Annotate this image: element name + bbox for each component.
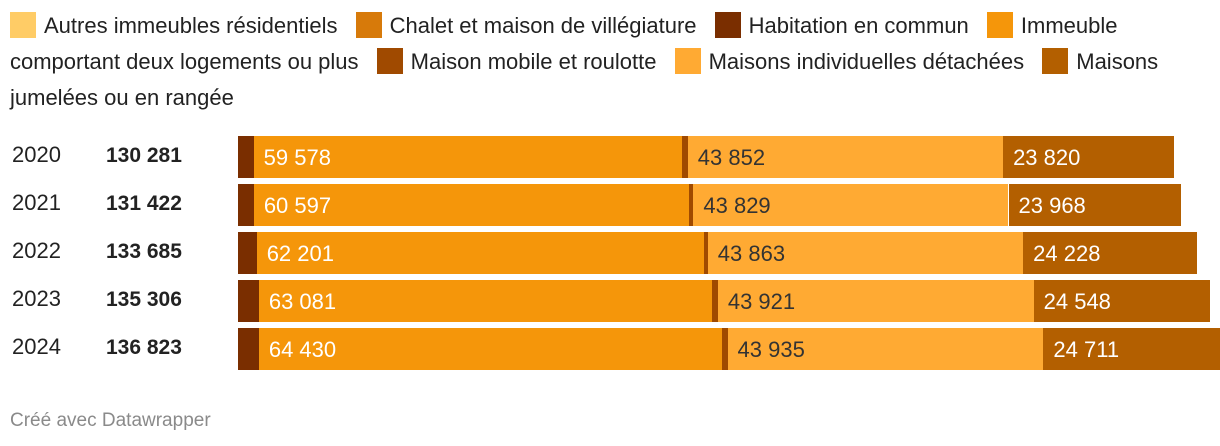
legend-item: Maison mobile et roulotte	[376, 48, 657, 74]
bar-value-label: 43 921	[727, 289, 796, 314]
legend-item: Maisons jumelées ou en rangée	[10, 48, 1159, 110]
bar-value-label: 43 935	[737, 337, 805, 362]
bar-segment: 43 921	[717, 280, 1034, 322]
legend-label: Maisons individuelles détachées	[708, 49, 1025, 74]
legend-item: Autres immeubles résidentiels	[10, 12, 338, 38]
credit-text: Créé avec Datawrapper	[10, 410, 211, 431]
legend-item: Maisons individuelles détachées	[674, 48, 1025, 74]
stacked-bar: 62 201 43 863 24 228	[238, 232, 1198, 274]
bar-segment	[712, 280, 718, 322]
stacked-bar: 63 081 43 921 24 548	[238, 280, 1211, 322]
bar-segment: 24 711	[1043, 328, 1220, 370]
bar-value-label: 60 597	[263, 193, 332, 218]
legend-item: Habitation en commun	[714, 12, 969, 38]
bar-segment	[682, 136, 688, 178]
bar-segment: 59 578	[253, 136, 683, 178]
legend-swatch	[1042, 48, 1069, 74]
bar-segment: 60 597	[253, 184, 690, 226]
bar-segment	[238, 136, 254, 178]
legend-label: Chalet et maison de villégiature	[389, 13, 697, 38]
total-label: 136 823	[106, 336, 182, 359]
stacked-bar: 60 597 43 829 23 968	[238, 184, 1181, 226]
legend-label: Maison mobile et roulotte	[410, 49, 657, 74]
bar-row: 2024 136 823 64 430 43 935 24 711	[0, 328, 1220, 370]
bar-segment	[238, 280, 259, 322]
year-label: 2021	[12, 190, 61, 215]
legend-label: Maisons jumelées ou en rangée	[10, 49, 1159, 110]
stacked-bar: 64 430 43 935 24 711	[238, 328, 1220, 370]
bar-segment: 43 863	[707, 232, 1024, 274]
bar-segment	[689, 184, 694, 226]
bar-segment: 43 852	[687, 136, 1004, 178]
bar-value-label: 43 852	[697, 145, 766, 170]
bar-segment: 23 820	[1003, 136, 1175, 178]
bar-row: 2020 130 281 59 578 43 852 23 820	[0, 136, 1220, 178]
bar-segment	[238, 328, 259, 370]
bar-value-label: 43 863	[717, 241, 786, 266]
bar-segment	[722, 328, 728, 370]
legend-item: Immeuble comportant deux logements ou pl…	[10, 12, 1118, 74]
year-label: 2022	[12, 238, 61, 263]
total-label: 133 685	[106, 240, 182, 263]
bar-value-label: 63 081	[268, 289, 337, 314]
year-label: 2024	[12, 334, 61, 359]
bar-segment: 23 968	[1008, 184, 1181, 226]
bar-value-label: 64 430	[268, 337, 337, 362]
year-label: 2020	[12, 142, 61, 167]
year-label: 2023	[12, 286, 61, 311]
bar-segment: 24 228	[1023, 232, 1198, 274]
bar-value-label: 24 228	[1033, 241, 1101, 266]
legend-swatch	[376, 48, 403, 74]
bar-segment	[703, 232, 708, 274]
bar-value-label: 23 820	[1013, 145, 1081, 170]
bar-segment	[238, 232, 257, 274]
bar-value-label: 23 968	[1018, 193, 1086, 218]
legend-swatch	[674, 48, 701, 74]
bar-segment: 24 548	[1033, 280, 1211, 322]
bar-value-label: 59 578	[263, 145, 331, 170]
bar-value-label: 62 201	[266, 241, 334, 266]
legend-swatch	[986, 12, 1013, 38]
chart-legend: Autres immeubles résidentiels Chalet et …	[10, 8, 1210, 116]
legend-label: Habitation en commun	[748, 13, 969, 38]
legend-swatch	[714, 12, 741, 38]
legend-swatch	[355, 12, 382, 38]
bar-row: 2021 131 422 60 597 43 829 23 968	[0, 184, 1220, 226]
total-label: 131 422	[106, 192, 182, 215]
bar-segment: 43 935	[727, 328, 1044, 370]
total-label: 130 281	[106, 144, 182, 167]
bar-row: 2023 135 306 63 081 43 921 24 548	[0, 280, 1220, 322]
bar-segment: 63 081	[258, 280, 713, 322]
bar-segment	[238, 184, 254, 226]
bar-row: 2022 133 685 62 201 43 863 24 228	[0, 232, 1220, 274]
legend-label: Autres immeubles résidentiels	[44, 13, 338, 38]
total-label: 135 306	[106, 288, 182, 311]
bar-segment: 43 829	[693, 184, 1009, 226]
legend-swatch	[10, 12, 36, 38]
bar-segment: 64 430	[258, 328, 723, 370]
legend-item: Chalet et maison de villégiature	[355, 12, 697, 38]
bar-segment: 62 201	[256, 232, 704, 274]
bar-value-label: 24 711	[1053, 337, 1120, 362]
bar-value-label: 24 548	[1043, 289, 1111, 314]
stacked-bar: 59 578 43 852 23 820	[238, 136, 1175, 178]
bar-value-label: 43 829	[703, 193, 771, 218]
legend-label: Immeuble comportant deux logements ou pl…	[10, 13, 1118, 74]
